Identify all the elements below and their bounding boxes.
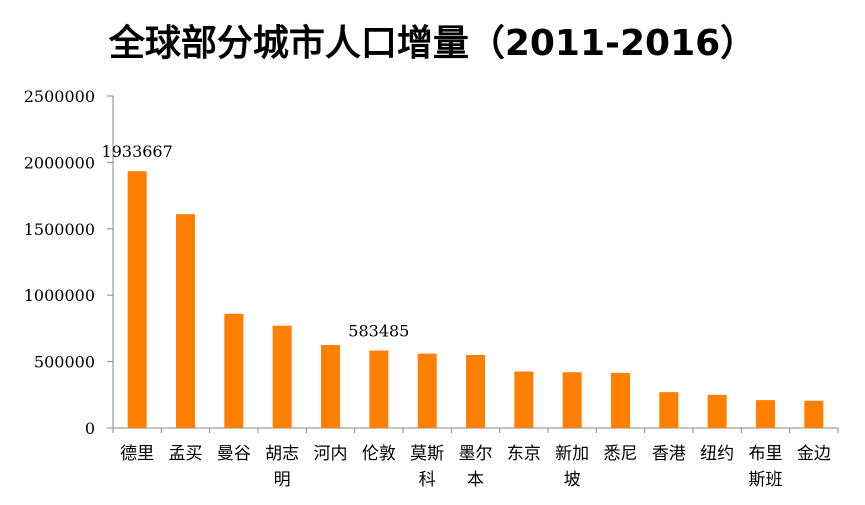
bar (707, 394, 727, 428)
x-category-label: 悉尼 (604, 444, 638, 464)
y-tick-label: 0 (85, 419, 95, 438)
x-category-label: 莫斯 (410, 444, 444, 464)
bar (176, 214, 195, 428)
y-tick-label: 2500000 (24, 87, 95, 106)
x-category-label: 胡志 (265, 444, 299, 464)
bar (562, 372, 582, 428)
bar (417, 353, 437, 428)
x-category-label: 香港 (652, 444, 686, 464)
x-category-label: 科 (419, 470, 436, 490)
data-label: 583485 (348, 322, 409, 341)
x-category-label: 德里 (120, 444, 154, 464)
y-tick-label: 1000000 (24, 286, 95, 305)
bar (321, 345, 340, 428)
bar (272, 325, 292, 428)
bar (127, 171, 147, 428)
bar (659, 392, 679, 428)
y-tick-label: 2000000 (24, 153, 95, 172)
x-category-label: 金边 (797, 444, 831, 464)
x-category-label: 墨尔 (459, 444, 493, 464)
x-category-label: 新加 (555, 444, 589, 464)
bar (756, 400, 775, 428)
chart-title: 全球部分城市人口增量（2011-2016） (108, 23, 757, 64)
bar (466, 354, 485, 428)
y-tick-label: 1500000 (24, 220, 95, 239)
bar (369, 350, 389, 428)
y-tick-label: 500000 (34, 353, 95, 372)
x-category-label: 布里 (749, 444, 783, 464)
x-category-label: 明 (274, 470, 291, 490)
bar (804, 400, 824, 428)
x-category-label: 孟买 (169, 444, 203, 464)
x-category-label: 曼谷 (217, 444, 251, 464)
x-category-label: 伦敦 (362, 444, 396, 464)
bar (514, 371, 534, 428)
bar (611, 372, 630, 428)
x-category-label: 纽约 (700, 444, 734, 464)
x-category-label: 坡 (564, 470, 581, 490)
data-label: 1933667 (102, 142, 173, 161)
x-category-label: 东京 (507, 444, 541, 464)
x-category-label: 本 (467, 470, 484, 490)
x-category-label: 河内 (314, 444, 348, 464)
x-category-label: 斯班 (749, 470, 783, 490)
bar (224, 313, 244, 428)
